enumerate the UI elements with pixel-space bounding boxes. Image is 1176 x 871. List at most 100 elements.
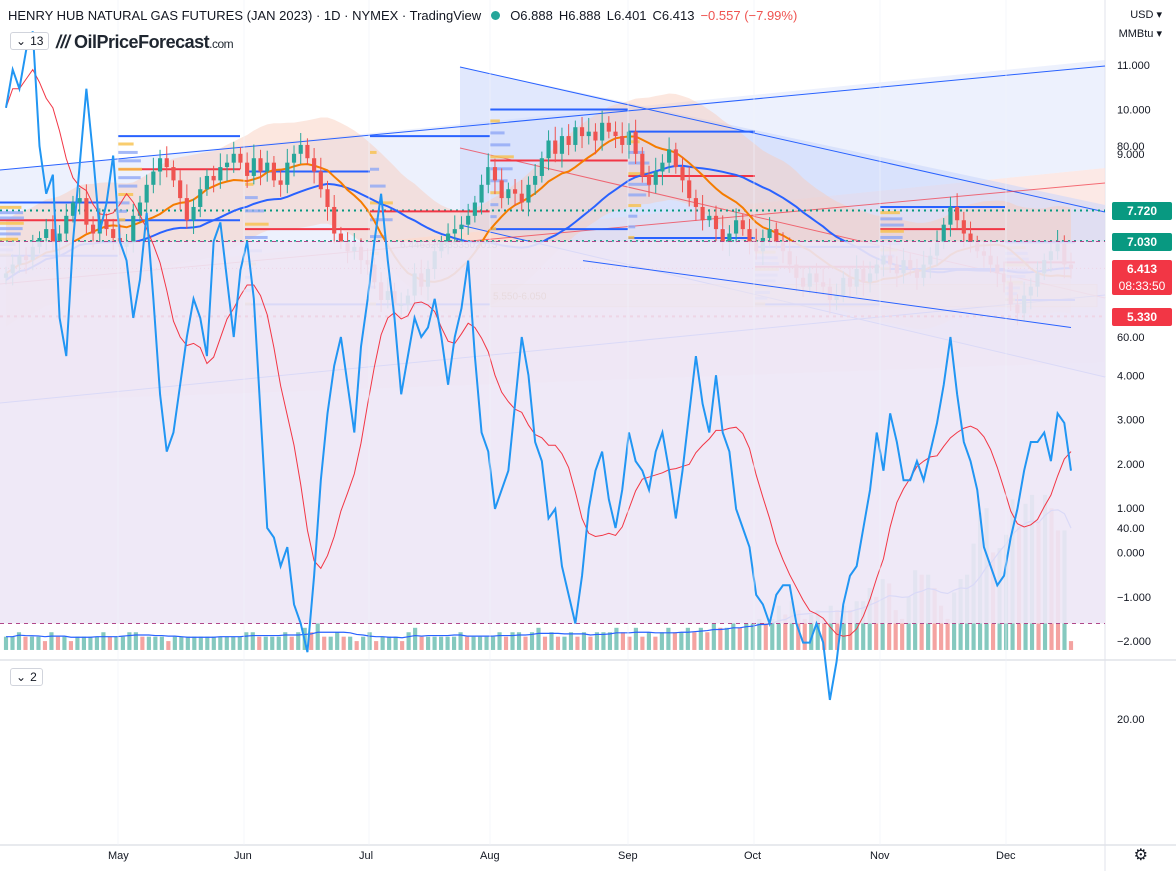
histogram-bar-100: [653, 636, 658, 650]
candle-body-29: [198, 189, 203, 207]
candle-body-89: [600, 122, 605, 141]
candle-body-101: [680, 167, 685, 181]
histogram-bar-57: [374, 641, 379, 650]
candle-body-78: [526, 184, 531, 203]
profile-row-4-8: [490, 131, 505, 135]
indicators-collapse-button[interactable]: ⌄ 13: [10, 32, 50, 50]
candle-body-140: [941, 224, 946, 243]
profile-row-2-5: [245, 235, 268, 239]
candle-body-81: [546, 140, 551, 159]
histogram-bar-138: [900, 618, 905, 650]
histogram-bar-81: [529, 632, 535, 650]
histogram-bar-55: [361, 636, 366, 650]
time-axis-label-6: Nov: [870, 850, 890, 862]
candle-body-25: [171, 167, 176, 181]
histogram-bar-6: [42, 641, 48, 650]
histogram-bar-117: [763, 623, 768, 650]
price-axis-label-11: 0.000: [1117, 548, 1145, 560]
histogram-bar-54: [354, 641, 359, 650]
upper-channel-line: [0, 65, 1106, 171]
ohlc-open: O6.888: [510, 8, 553, 23]
histogram-bar-22: [146, 636, 151, 650]
currency-selector[interactable]: USD ▾: [1130, 9, 1162, 21]
histogram-bar-17: [114, 636, 119, 650]
unit-selector[interactable]: MMBtu ▾: [1118, 28, 1162, 40]
profile-row-0-9: [0, 205, 22, 209]
candle-body-83: [559, 136, 565, 154]
histogram-bar-29: [192, 636, 197, 650]
histogram-bar-36: [237, 636, 242, 650]
candle-body-103: [693, 198, 698, 207]
rsi-axis-label-3: 20.00: [1117, 714, 1145, 726]
candle-body-102: [687, 180, 692, 199]
profile-row-4-1: [490, 215, 497, 219]
candle-body-100: [673, 149, 678, 168]
candle-body-66: [445, 233, 451, 243]
histogram-bar-74: [484, 636, 489, 650]
histogram-bar-130: [848, 610, 853, 650]
candle-body-90: [606, 122, 611, 132]
profile-row-5-6: [628, 172, 652, 176]
histogram-bar-88: [575, 636, 580, 650]
histogram-bar-67: [439, 636, 444, 650]
profile-row-0-7: [0, 216, 24, 220]
histogram-bar-65: [426, 636, 431, 650]
chevron-down-icon: ⌄: [16, 670, 27, 684]
profile-row-7-6: [880, 229, 904, 233]
candle-body-19: [131, 215, 136, 243]
histogram-bar-75: [490, 636, 496, 650]
gear-icon[interactable]: ⚙: [1133, 847, 1148, 864]
price-axis-label-2: 9.000: [1117, 149, 1145, 161]
candle-body-50: [338, 233, 343, 243]
profile-row-2-8: [245, 196, 258, 200]
price-axis-label-10: 1.000: [1117, 503, 1145, 515]
site-logo: /// OilPriceForecast.com: [56, 32, 234, 53]
histogram-bar-102: [666, 627, 671, 650]
histogram-bar-103: [672, 632, 677, 650]
histogram-bar-20: [133, 632, 138, 650]
profile-row-5-0: [628, 235, 635, 239]
candle-body-99: [667, 149, 672, 163]
countdown-timer: 08:33:50: [1112, 277, 1172, 295]
candle-body-9: [64, 215, 69, 234]
candle-body-76: [512, 189, 518, 194]
profile-row-3-9: [370, 150, 377, 154]
rsi-collapse-button[interactable]: ⌄ 2: [10, 668, 43, 686]
histogram-bar-18: [120, 636, 125, 650]
price-axis-label-1: 10.000: [1117, 105, 1151, 117]
histogram-bar-26: [172, 636, 177, 650]
histogram-bar-42: [276, 636, 281, 650]
profile-row-0-4: [0, 232, 21, 236]
candle-body-32: [218, 167, 223, 181]
histogram-bar-14: [94, 636, 99, 650]
candle-body-114: [767, 229, 772, 238]
histogram-bar-120: [783, 614, 788, 650]
rsi-signal-line: [5, 68, 1072, 637]
price-axis-label-13: −2.000: [1117, 636, 1151, 648]
histogram-bar-99: [646, 632, 651, 650]
histogram-bar-50: [328, 636, 333, 650]
histogram-bar-124: [809, 614, 814, 650]
candle-body-107: [720, 229, 725, 243]
histogram-bar-16: [107, 636, 112, 650]
profile-row-0-6: [0, 221, 24, 225]
candle-body-69: [466, 215, 471, 225]
candle-body-11: [77, 198, 82, 203]
profile-row-5-5: [628, 182, 651, 186]
histogram-bar-78: [510, 632, 515, 650]
histogram-bar-13: [88, 636, 93, 650]
histogram-bar-92: [601, 632, 606, 650]
candle-body-98: [660, 162, 665, 172]
histogram-bar-25: [166, 641, 171, 650]
candle-body-143: [961, 220, 966, 234]
candle-body-67: [452, 229, 457, 234]
histogram-bar-1: [10, 636, 15, 650]
candle-body-30: [204, 175, 210, 190]
candle-body-7: [50, 229, 55, 243]
candle-body-47: [318, 171, 323, 190]
profile-row-0-8: [0, 211, 24, 215]
profile-row-4-2: [490, 203, 499, 207]
candle-body-45: [305, 144, 310, 159]
candle-body-105: [707, 215, 712, 221]
